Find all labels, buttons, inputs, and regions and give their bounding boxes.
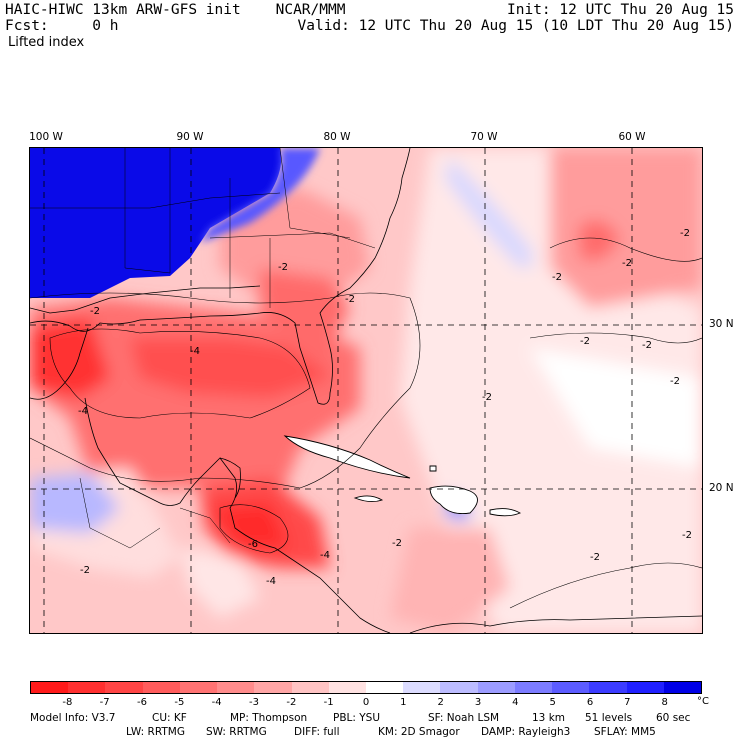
colorbar-segment	[68, 682, 106, 693]
lat-label-30n: 30 N	[709, 318, 734, 330]
colorbar-tick-label: -7	[99, 697, 110, 708]
contour-label: -2	[682, 530, 692, 541]
colorbar-segment	[403, 682, 441, 693]
surface-layer-scheme: SFLAY: MM5	[594, 726, 656, 738]
colorbar-tick-label: 1	[400, 697, 407, 708]
colorbar-tick-label: -2	[286, 697, 297, 708]
colorbar-segment	[626, 682, 664, 693]
field-shading	[30, 148, 702, 633]
colorbar-tick-label: 2	[437, 697, 444, 708]
colorbar-tick-label: -6	[137, 697, 147, 708]
contour-label: -4	[78, 406, 88, 417]
colorbar-segment	[142, 682, 180, 693]
caribbean-islands	[283, 435, 522, 517]
lon-label-70w: 70 W	[470, 131, 498, 143]
colorbar-tick-label: 7	[624, 697, 631, 708]
political-boundaries	[30, 148, 376, 549]
contour-label: -2	[482, 392, 492, 403]
contour-label: -4	[320, 550, 330, 561]
diffusion-option: DIFF: full	[294, 726, 340, 738]
colorbar-tick-label: -8	[62, 697, 73, 708]
model-info: Model Info: V3.7	[30, 712, 116, 724]
colorbar-tick-label: -5	[174, 697, 185, 708]
colorbar-tick-label: -3	[249, 697, 259, 708]
colorbar-segment	[663, 682, 701, 693]
contour-label: -2	[580, 336, 590, 347]
contour-label: -2	[80, 565, 90, 576]
colorbar-segment	[217, 682, 255, 693]
colorbar-segment	[440, 682, 478, 693]
contour-label: -2	[670, 376, 680, 387]
colorbar-tick-label: 4	[512, 697, 519, 708]
colorbar-segment	[328, 682, 366, 693]
colorbar-tick-label: -1	[323, 697, 334, 708]
contour-label: -2	[345, 294, 355, 305]
colorbar-segment	[31, 682, 69, 693]
colorbar-segment	[514, 682, 553, 693]
colorbar-tick-label: 0	[362, 697, 370, 708]
contour-label: -2	[680, 228, 690, 239]
microphysics-scheme: MP: Thompson	[230, 712, 308, 724]
field-name: Lifted index	[8, 35, 85, 50]
contour-label: -2	[90, 306, 100, 317]
colorbar-segment	[291, 682, 329, 693]
stable-airmass-region	[30, 148, 282, 298]
contour-label: -2	[392, 538, 402, 549]
colorbar-unit: °C	[697, 696, 709, 707]
eddy-coefficient-option: KM: 2D Smagor	[378, 726, 460, 738]
colorbar-segment	[552, 682, 590, 693]
lon-label-90w: 90 W	[176, 131, 204, 143]
contour-label: -2	[590, 552, 600, 563]
shortwave-scheme: SW: RRTMG	[206, 726, 267, 738]
colorbar-tick-label: 6	[586, 697, 594, 708]
lon-label-80w: 80 W	[323, 131, 351, 143]
time-step: 60 sec	[656, 712, 691, 724]
colorbar-segment	[589, 682, 627, 693]
init-time: Init: 12 UTC Thu 20 Aug 15	[507, 2, 734, 18]
lon-label-100w: 100 W	[29, 131, 63, 143]
plot-title: HAIC-HIWC 13km ARW-GFS init NCAR/MMM	[5, 2, 346, 18]
vertical-levels: 51 levels	[585, 712, 633, 724]
pbl-scheme: PBL: YSU	[333, 712, 381, 724]
colorbar-segment	[365, 682, 404, 693]
colorbar-segment	[105, 682, 143, 693]
contour-label: -6	[248, 539, 258, 550]
contour-label: -4	[266, 576, 276, 587]
colorbar-segment	[179, 682, 218, 693]
cumulus-scheme: CU: KF	[152, 712, 187, 724]
longwave-scheme: LW: RRTMG	[126, 726, 185, 738]
contour-label: -4	[190, 346, 200, 357]
lat-lon-grid	[30, 148, 702, 633]
lat-label-20n: 20 N	[709, 482, 734, 494]
lifted-index-map: -2 -2 -2 -2 -2 -2 -2 -2 -2 -2 -2 -2 -2 -…	[29, 147, 703, 634]
colorbar-tick-label: -4	[211, 697, 222, 708]
colorbar-tick-label: 3	[474, 697, 482, 708]
colorbar-segment	[254, 682, 292, 693]
forecast-hour: Fcst: 0 h	[5, 18, 119, 34]
coastlines	[30, 148, 702, 633]
colorbar-tick-label: 8	[661, 697, 668, 708]
colorbar-segment	[477, 682, 515, 693]
contour-label-group: -2 -2 -2 -2 -2 -2 -2 -2 -2 -2 -2 -2 -2 -…	[78, 228, 692, 587]
contour-label: -2	[552, 272, 562, 283]
grid-resolution: 13 km	[532, 712, 566, 724]
valid-time: Valid: 12 UTC Thu 20 Aug 15 (10 LDT Thu …	[297, 18, 735, 34]
contour-lines	[30, 237, 702, 609]
damping-option: DAMP: Rayleigh3	[481, 726, 571, 738]
surface-scheme: SF: Noah LSM	[428, 712, 500, 724]
colorbar	[30, 681, 702, 694]
contour-label: -2	[622, 258, 632, 269]
contour-label: -2	[642, 340, 652, 351]
lon-label-60w: 60 W	[618, 131, 646, 143]
contour-label: -2	[278, 262, 288, 273]
colorbar-tick-label: 5	[549, 697, 556, 708]
